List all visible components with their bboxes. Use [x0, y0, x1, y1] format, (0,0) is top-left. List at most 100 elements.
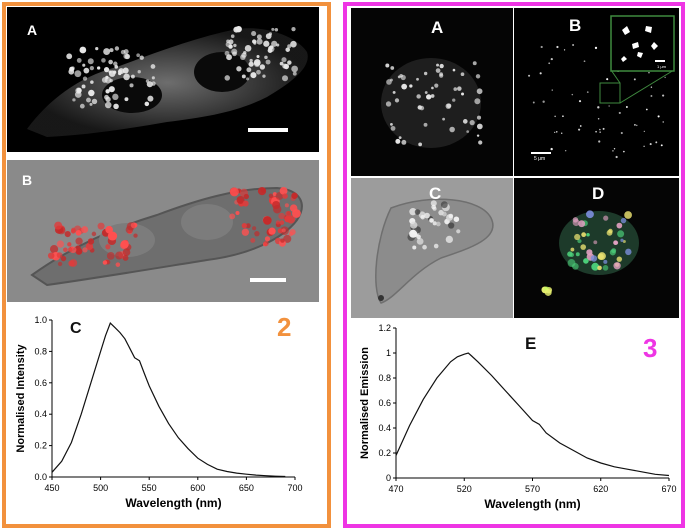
vesicle	[452, 68, 456, 72]
vesicle	[385, 63, 390, 68]
vesicle	[277, 228, 283, 234]
vesicle	[476, 123, 483, 130]
x-tick-label: 570	[525, 484, 540, 494]
vesicle	[439, 72, 443, 77]
vesicle	[581, 232, 587, 238]
vesicle	[603, 215, 609, 221]
vesicle	[243, 193, 249, 200]
x-axis-label: Wavelength (nm)	[125, 496, 221, 510]
vesicle	[147, 95, 154, 102]
vesicle	[571, 93, 574, 96]
vesicle	[86, 97, 91, 103]
vesicle	[271, 40, 278, 47]
vesicle	[399, 73, 403, 78]
vesicle	[567, 251, 573, 257]
vesicle	[579, 125, 582, 127]
x-tick-label: 700	[287, 483, 302, 493]
vesicle	[401, 139, 407, 145]
vesicle	[650, 86, 653, 88]
vesicle	[88, 89, 95, 97]
vesicle	[618, 111, 621, 115]
vesicle	[76, 87, 82, 94]
vesicle	[108, 86, 115, 93]
vesicle	[416, 77, 419, 81]
vesicle	[76, 58, 82, 63]
y-tick-label: 0.4	[34, 409, 47, 419]
vesicle	[144, 101, 150, 107]
x-tick-label: 450	[44, 483, 59, 493]
vesicle	[550, 147, 553, 151]
vesicle	[418, 142, 423, 147]
vesicle	[664, 76, 666, 79]
vesicle	[548, 62, 551, 65]
y-tick-label: 0.4	[378, 423, 391, 433]
vesicle	[285, 210, 292, 217]
fig2-panel-a-label: A	[27, 22, 38, 38]
vesicle	[47, 252, 55, 259]
x-tick-label: 620	[593, 484, 608, 494]
vesicle	[139, 55, 144, 60]
fig3-panel-d-image: D	[514, 178, 679, 318]
vesicle	[586, 232, 590, 237]
vesicle	[245, 223, 251, 229]
vesicle	[271, 27, 275, 31]
vesicle	[456, 229, 461, 234]
vesicle	[649, 143, 652, 146]
vesicle	[414, 209, 421, 215]
vesicle	[120, 49, 126, 55]
vesicle	[423, 71, 428, 76]
vesicle	[291, 192, 298, 199]
fig2-panel-c-label: C	[70, 320, 82, 337]
vesicle	[264, 236, 271, 242]
vesicle	[597, 117, 600, 120]
vesicle	[431, 86, 434, 90]
vesicle	[593, 240, 598, 245]
vesicle	[539, 72, 542, 75]
vesicle	[478, 140, 483, 145]
vesicle	[281, 75, 289, 82]
y-tick-label: 0.2	[378, 448, 391, 458]
y-axis-label: Normalised Emission	[359, 347, 371, 459]
vesicle	[129, 83, 134, 88]
vesicle	[448, 222, 455, 229]
vesicle	[575, 252, 580, 257]
fig2-panel-a-image: A	[7, 7, 319, 152]
vesicle	[279, 61, 284, 66]
vesicle	[457, 86, 462, 91]
vesicle	[586, 249, 593, 256]
vesicle	[103, 48, 111, 55]
vesicle	[429, 218, 434, 223]
vesicle	[554, 115, 556, 118]
vesicle	[265, 33, 272, 40]
vesicle	[289, 204, 298, 212]
vesicle	[432, 221, 437, 226]
vesicle	[613, 240, 618, 246]
vesicle	[453, 216, 460, 222]
vesicle	[544, 288, 552, 296]
vesicle	[466, 130, 470, 133]
vesicle	[79, 103, 85, 109]
fig3-scale-label: 5 μm	[534, 156, 545, 162]
y-tick-label: 0.2	[34, 441, 47, 451]
vesicle	[648, 72, 650, 74]
vesicle	[250, 72, 257, 79]
y-tick-label: 0.0	[34, 472, 47, 482]
vesicle	[625, 106, 628, 108]
vesicle	[625, 248, 632, 256]
vesicle	[424, 91, 428, 94]
vesicle	[386, 79, 392, 85]
vesicle	[81, 84, 86, 89]
vesicle	[265, 59, 271, 65]
vesicle	[136, 53, 140, 58]
vesicle	[643, 145, 645, 148]
vesicle	[613, 262, 621, 270]
vesicle	[597, 106, 600, 109]
vesicle	[433, 243, 439, 249]
vesicle	[272, 201, 281, 210]
vesicle	[616, 256, 623, 262]
vesicle	[67, 242, 72, 247]
fig3-cell-fluorescence	[381, 58, 483, 148]
vesicle	[597, 265, 602, 271]
vesicle	[105, 96, 111, 103]
vesicle	[259, 64, 266, 70]
